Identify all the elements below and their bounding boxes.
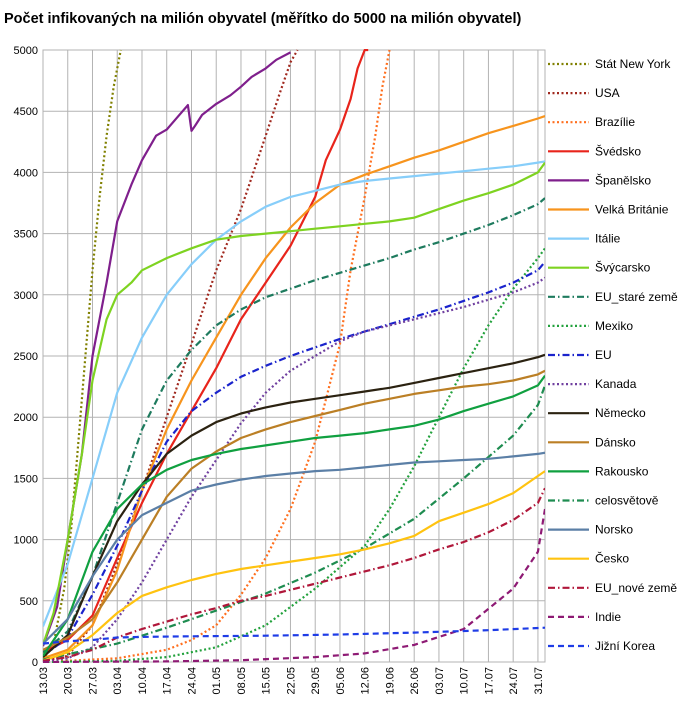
x-tick-label: 12.06 [360, 667, 372, 695]
x-tick-label: 10.07 [459, 667, 471, 695]
series-layer [43, 49, 545, 663]
x-tick-label: 26.06 [409, 667, 421, 695]
series-line-eu [43, 261, 545, 657]
legend-label-eu-nov-zem-: EU_nové země [595, 581, 677, 595]
grid-layer [42, 49, 546, 663]
legend-label-braz-lie: Brazílie [595, 115, 635, 129]
axis-layer: 0 500 1000 1500 2000 2500 3000 3500 4000 4500 5000… [14, 45, 545, 695]
x-tick-label: 29.05 [310, 667, 322, 695]
series-line-rakousko [43, 374, 545, 657]
legend-label-velk-brit-nie: Velká Británie [595, 203, 669, 217]
x-tick-label: 17.04 [162, 667, 174, 695]
y-tick-label: 0 [32, 657, 38, 669]
series-line-ji-n-korea [43, 626, 545, 645]
legend-label-st-t-new-york: Stát New York [595, 57, 671, 71]
y-tick-label: 5000 [14, 45, 38, 57]
legend-label-rakousko: Rakousko [595, 464, 649, 478]
legend-label-celosv-tov-: celosvětově [595, 494, 659, 508]
series-line-eu-nov-zem- [43, 487, 545, 662]
series-line-mexiko [43, 247, 545, 663]
series-line-st-t-new-york [43, 49, 122, 661]
legend-label--v-carsko: Švýcarsko [595, 260, 651, 275]
x-tick-label: 20.03 [63, 667, 75, 695]
chart-title: Počet infikovaných na milión obyvatel (m… [4, 11, 522, 27]
plot-frame [42, 49, 546, 663]
legend-label-it-lie: Itálie [595, 232, 621, 246]
legend-label-n-mecko: Německo [595, 406, 646, 420]
legend-label-eu: EU [595, 348, 612, 362]
x-tick-label: 08.05 [236, 667, 248, 695]
series-line--pan-lsko [43, 51, 292, 647]
y-tick-label: 2500 [14, 351, 38, 363]
x-tick-label: 31.07 [533, 667, 545, 695]
y-tick-label: 500 [20, 596, 38, 608]
legend-label-d-nsko: Dánsko [595, 435, 636, 449]
series-line--v-dsko [43, 49, 369, 654]
y-tick-label: 1000 [14, 535, 38, 547]
x-tick-label: 24.07 [508, 667, 520, 695]
y-tick-label: 3000 [14, 290, 38, 302]
x-tick-label: 13.03 [38, 667, 50, 695]
legend-label-norsko: Norsko [595, 523, 633, 537]
legend-label-ji-n-korea: Jižní Korea [595, 639, 655, 653]
x-tick-label: 15.05 [261, 667, 273, 695]
legend-label--pan-lsko: Španělsko [595, 172, 651, 187]
series-line-indie [43, 508, 545, 663]
series-line-d-nsko [43, 369, 545, 651]
x-tick-label: 10.04 [137, 667, 149, 695]
x-tick-label: 27.03 [87, 667, 99, 695]
series-line--esko [43, 470, 545, 662]
y-tick-label: 1500 [14, 473, 38, 485]
legend-label--esko: Česko [595, 551, 629, 566]
series-line-it-lie [43, 160, 545, 627]
x-tick-label: 19.06 [384, 667, 396, 695]
legend-label-indie: Indie [595, 610, 621, 624]
legend-label--v-dsko: Švédsko [595, 143, 641, 158]
series-line-norsko [43, 451, 545, 645]
y-tick-label: 3500 [14, 229, 38, 241]
legend-label-kanada: Kanada [595, 377, 637, 391]
series-line-eu-star-zem- [43, 197, 545, 654]
x-tick-label: 17.07 [483, 667, 495, 695]
legend-label-eu-star-zem-: EU_staré země [595, 290, 678, 304]
series-line-velk-brit-nie [43, 115, 545, 660]
y-tick-label: 4500 [14, 106, 38, 118]
series-line-kanada [43, 276, 545, 663]
series-line-celosv-tov- [43, 385, 545, 661]
y-tick-label: 4000 [14, 167, 38, 179]
x-tick-label: 22.05 [285, 667, 297, 695]
legend-layer: Stát New York USA Brazílie Švédsko Španělsko… [548, 57, 678, 653]
legend-label-usa: USA [595, 86, 620, 100]
x-tick-label: 01.05 [211, 667, 223, 695]
x-tick-label: 24.04 [186, 667, 198, 695]
x-tick-label: 03.04 [112, 667, 124, 695]
y-tick-label: 2000 [14, 412, 38, 424]
series-line-n-mecko [43, 353, 545, 658]
legend-label-mexiko: Mexiko [595, 319, 633, 333]
x-tick-label: 03.07 [434, 667, 446, 695]
x-tick-label: 05.06 [335, 667, 347, 695]
series-line--v-carsko [43, 161, 545, 646]
